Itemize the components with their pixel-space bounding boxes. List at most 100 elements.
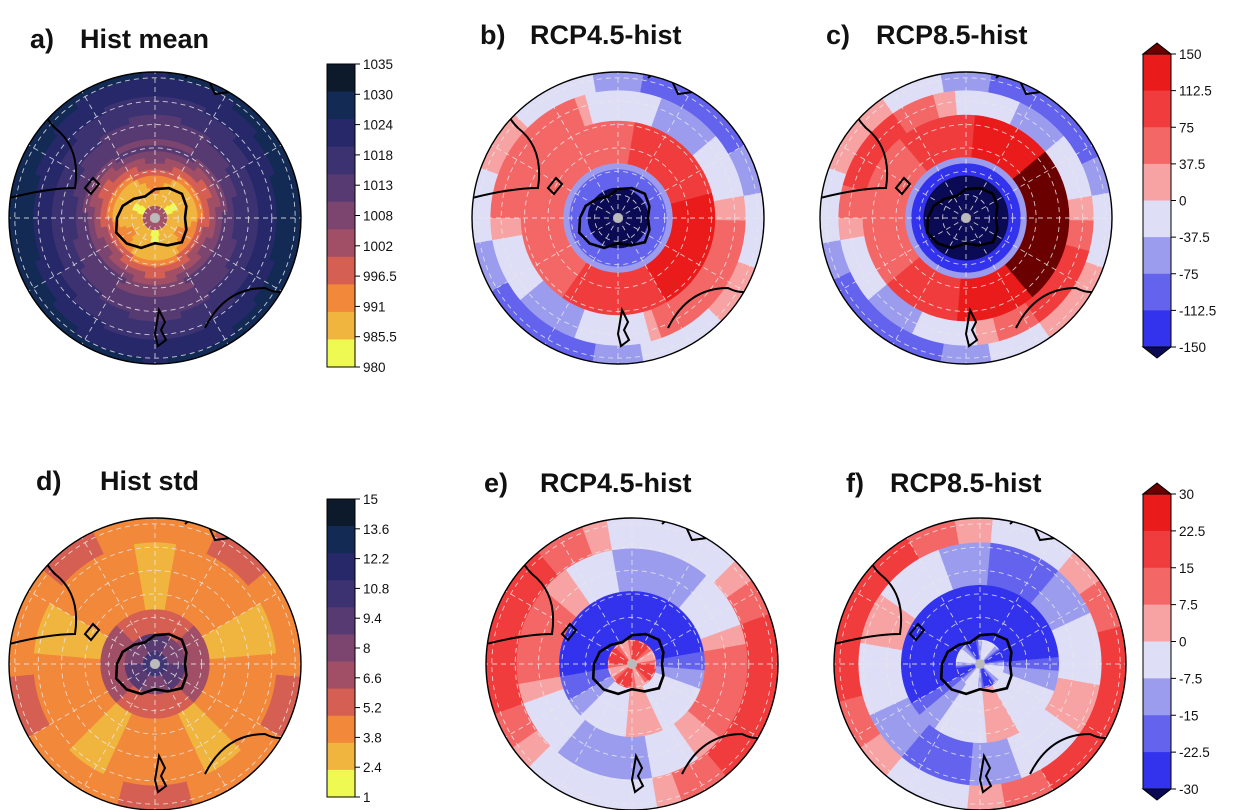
colorbar-tick-label: 7.5 (1179, 598, 1198, 613)
south-pole-marker (150, 659, 160, 669)
colorbar-diff-std: 30 22.5 15 7.5 0 -7.5 -15 -22.5 -30 (1141, 482, 1210, 801)
colorbar-tick-label: -15 (1179, 708, 1199, 723)
coastline (153, 306, 168, 348)
colorbar-tick-label: -37.5 (1179, 230, 1210, 245)
colorbar-band (327, 201, 355, 230)
colorbar-tick-label: -22.5 (1179, 745, 1210, 760)
coastline (83, 622, 101, 642)
colorbar-tick-label: 75 (1179, 120, 1194, 135)
panel-e-title: RCP4.5-hist (540, 468, 692, 498)
colorbar-band (327, 499, 355, 527)
antarctica-coastline (114, 632, 188, 696)
colorbar-extend-max (1141, 42, 1173, 55)
colorbar-tick-label: -75 (1179, 267, 1199, 282)
colorbar-band (327, 311, 355, 340)
map-panel-e (485, 517, 779, 810)
colorbar-tick-label: 1 (363, 790, 371, 805)
colorbar-band (327, 339, 355, 368)
colorbar-band (327, 526, 355, 554)
colorbar-band (1143, 752, 1171, 790)
panel-a-title: Hist mean (80, 24, 209, 54)
map-panel-b (471, 71, 765, 365)
panel-b-title: RCP4.5-hist (530, 20, 682, 50)
colorbar-band (1143, 530, 1171, 569)
graticule (486, 518, 778, 810)
coastline (978, 752, 993, 794)
colorbar-tick-label: 5.2 (363, 701, 382, 716)
colorbar-band (1143, 715, 1171, 753)
colorbar-tick-label: 1002 (363, 239, 393, 254)
panel-c-label: c) (826, 20, 850, 50)
graticule (9, 72, 301, 364)
coastline (616, 306, 631, 348)
map-field (834, 518, 1126, 810)
south-pole-marker (150, 213, 160, 223)
colorbar-band (1143, 273, 1171, 311)
colorbar-tick-label: 15 (363, 492, 378, 507)
colorbar-band (327, 715, 355, 744)
colorbar-band (327, 688, 355, 717)
colorbar-tick-label: 112.5 (1179, 84, 1212, 99)
colorbar-band (327, 64, 355, 93)
map-boundary (819, 71, 1113, 365)
colorbar-tick-label: 37.5 (1179, 157, 1205, 172)
coastline (83, 176, 101, 196)
panel-b-label: b) (480, 20, 505, 50)
colorbar-band (327, 742, 355, 771)
colorbar-tick-label: 985.5 (363, 330, 397, 345)
coastline (908, 622, 926, 642)
colorbar-band (1143, 604, 1171, 642)
colorbar-band (1143, 54, 1171, 92)
coastline (630, 752, 645, 794)
map-panel-f (833, 517, 1127, 810)
coastline (153, 752, 168, 794)
map-field (9, 72, 301, 364)
antarctica-coastline (591, 632, 665, 696)
colorbar-band (327, 580, 355, 608)
coastline (964, 306, 979, 348)
antarctica-coastline (925, 186, 999, 250)
colorbar-tick-label: -7.5 (1179, 671, 1202, 686)
colorbar-tick-label: 13.6 (363, 522, 389, 537)
colorbar-band (327, 661, 355, 690)
colorbar-band (1143, 200, 1171, 238)
colorbar-band (327, 634, 355, 663)
colorbar-tick-label: 15 (1179, 561, 1194, 576)
colorbar-tick-label: 1008 (363, 209, 393, 224)
colorbar-band (1143, 310, 1171, 348)
colorbar-band (1143, 237, 1171, 275)
colorbar-band (327, 174, 355, 203)
colorbar-band (1143, 127, 1171, 165)
colorbar-band (327, 284, 355, 313)
antarctica-coastline (577, 186, 651, 250)
colorbar-tick-label: 996.5 (363, 269, 397, 284)
graticule (472, 72, 764, 364)
colorbar-diff-mean: 150 112.5 75 37.5 0 -37.5 -75 -112.5 -150 (1141, 42, 1216, 359)
colorbar-band (1143, 494, 1171, 532)
colorbar-tick-label: 6.6 (363, 671, 382, 686)
colorbar-tick-label: 9.4 (363, 611, 382, 626)
colorbar-band (1143, 678, 1171, 716)
coastline (546, 176, 564, 196)
south-pole-marker (613, 213, 623, 223)
colorbar-band (327, 553, 355, 581)
colorbar-tick-label: 991 (363, 299, 386, 314)
colorbar-band (327, 769, 355, 798)
colorbar-band (327, 229, 355, 258)
colorbar-hist-std: 15 13.6 12.2 10.8 9.4 8 6.6 5.2 3.8 2.4 1 (326, 492, 389, 805)
south-pole-marker (961, 213, 971, 223)
map-boundary (485, 517, 779, 810)
colorbar-tick-label: 0 (1179, 194, 1187, 209)
colorbar-band (1143, 90, 1171, 128)
map-panel-a (8, 71, 302, 365)
colorbar-extend-min (1141, 346, 1173, 359)
panel-d-title: Hist std (100, 466, 199, 496)
colorbar-tick-label: 10.8 (363, 581, 389, 596)
map-field (820, 72, 1112, 364)
south-pole-marker (627, 659, 637, 669)
coastline (560, 622, 578, 642)
colorbar-band (327, 607, 355, 635)
colorbar-tick-label: 980 (363, 360, 386, 375)
coastline (894, 176, 912, 196)
